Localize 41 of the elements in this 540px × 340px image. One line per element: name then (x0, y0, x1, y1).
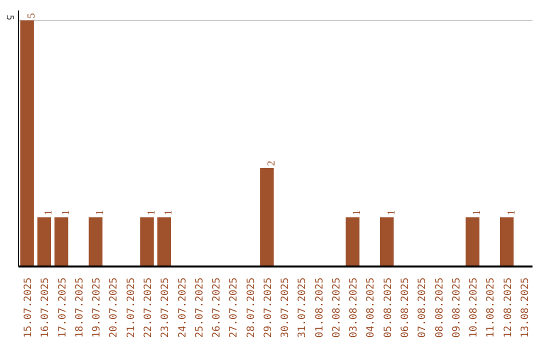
x-tick-label: 21.07.2025 (126, 277, 137, 338)
x-tick-label: 29.07.2025 (262, 277, 274, 338)
x-tick-label: 15.07.2025 (23, 277, 34, 338)
x-tick-label: 01.08.2025 (314, 277, 326, 338)
x-tick-label: 30.07.2025 (280, 277, 292, 338)
x-tick-label: 09.08.2025 (451, 277, 462, 338)
x-tick-label: 05.08.2025 (382, 277, 394, 338)
x-tick-label: 20.07.2025 (108, 277, 120, 338)
data-label: 1 (146, 210, 158, 216)
data-label: 1 (95, 210, 106, 216)
x-tick-label: 28.07.2025 (246, 277, 257, 338)
data-label: 2 (266, 160, 278, 166)
x-tick-label: 10.08.2025 (468, 277, 480, 338)
x-tick-label: 13.08.2025 (520, 277, 531, 338)
data-label: 5 (26, 13, 38, 18)
x-tick-label: 17.07.2025 (57, 277, 68, 338)
x-tick-label: 22.07.2025 (143, 277, 154, 338)
x-tick-label: 08.08.2025 (434, 277, 446, 338)
x-tick-label: 12.08.2025 (502, 277, 514, 338)
x-tick-label: 02.08.2025 (331, 277, 342, 338)
x-tick-label: 27.07.2025 (228, 277, 240, 338)
data-label: 1 (506, 210, 518, 216)
data-label: 1 (386, 210, 398, 216)
x-tick-label: 03.08.2025 (348, 277, 360, 338)
x-tick-label: 25.07.2025 (194, 277, 206, 338)
x-tick-label: 19.07.2025 (92, 277, 103, 338)
data-label: 1 (60, 210, 72, 216)
x-tick-label: 26.07.2025 (212, 277, 223, 338)
data-label: 1 (44, 210, 55, 216)
x-tick-label: 18.07.2025 (74, 277, 86, 338)
data-label: 1 (164, 210, 175, 216)
data-label: 1 (472, 210, 484, 216)
x-tick-label: 07.08.2025 (417, 277, 428, 338)
x-tick-label: 16.07.2025 (40, 277, 52, 338)
data-label: 1 (352, 210, 364, 216)
x-tick-label: 31.07.2025 (297, 277, 308, 338)
x-tick-label: 11.08.2025 (486, 277, 497, 338)
x-tick-label: 06.08.2025 (400, 277, 411, 338)
x-tick-label: 23.07.2025 (160, 277, 172, 338)
x-tick-label: 24.07.2025 (177, 277, 188, 338)
x-tick-label: 04.08.2025 (366, 277, 377, 338)
